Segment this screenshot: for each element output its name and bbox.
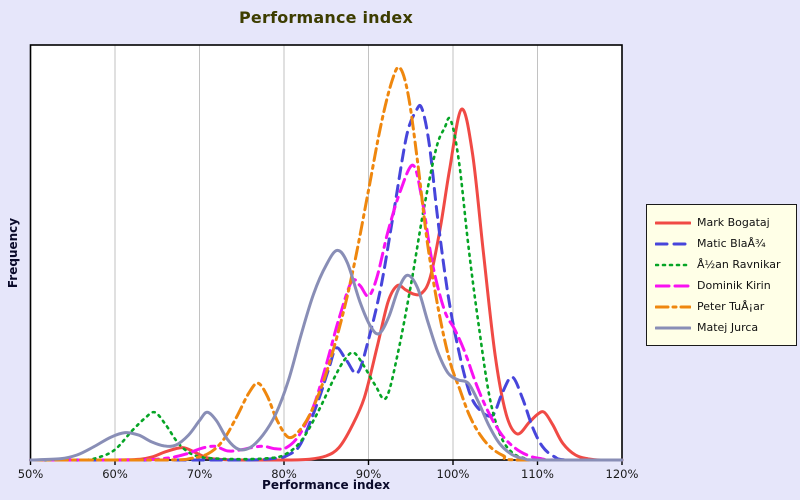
series-curve-3 <box>29 116 624 462</box>
legend-item-3: Å½an Ravnikar <box>655 254 790 275</box>
legend-swatch-line <box>655 242 691 245</box>
x-tick-label: 110% <box>521 467 554 481</box>
legend-label: Mark Bogataj <box>697 216 770 229</box>
legend-label: Matej Jurca <box>697 321 759 334</box>
legend: Mark Bogataj Matic BlaÅ¾ Å½an Ravnikar Domi… <box>646 204 797 346</box>
series-curve-4 <box>29 163 624 462</box>
chart-title: Performance index <box>239 8 413 27</box>
x-axis-title: Performance index <box>262 478 390 492</box>
legend-label: Å½an Ravnikar <box>697 258 781 271</box>
x-tick-label: 60% <box>102 467 128 481</box>
legend-swatch-line <box>655 221 691 224</box>
x-tick-label: 120% <box>606 467 639 481</box>
legend-swatch-line <box>655 326 691 329</box>
legend-item-1: Mark Bogataj <box>655 212 790 233</box>
x-tick-label: 80% <box>271 467 297 481</box>
legend-swatch-line <box>655 305 691 308</box>
series-curve-6 <box>29 248 624 462</box>
legend-item-4: Dominik Kirin <box>655 275 790 296</box>
legend-label: Peter TuÅ¡ar <box>697 300 765 313</box>
x-tick-label: 100% <box>437 467 470 481</box>
legend-swatch-line <box>655 263 691 266</box>
y-axis-title: Frequency <box>6 217 20 289</box>
legend-item-6: Matej Jurca <box>655 317 790 338</box>
x-tick-label: 50% <box>18 467 44 481</box>
legend-item-5: Peter TuÅ¡ar <box>655 296 790 317</box>
legend-item-2: Matic BlaÅ¾ <box>655 233 790 254</box>
legend-swatch-line <box>655 284 691 287</box>
series-curve-2 <box>29 103 624 462</box>
x-tick-label: 70% <box>187 467 213 481</box>
x-tick-label: 90% <box>356 467 382 481</box>
legend-label: Dominik Kirin <box>697 279 771 292</box>
plot-panel <box>30 45 622 460</box>
series-curve-5 <box>29 65 624 462</box>
plot-border <box>29 44 623 461</box>
legend-label: Matic BlaÅ¾ <box>697 237 766 250</box>
